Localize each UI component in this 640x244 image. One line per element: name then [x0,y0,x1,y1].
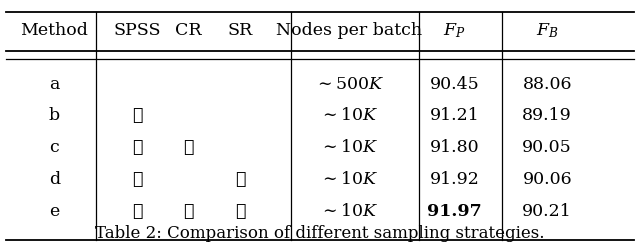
Text: $\sim 10K$: $\sim 10K$ [319,139,378,156]
Text: $F_P$: $F_P$ [443,21,466,40]
Text: 90.45: 90.45 [429,76,479,93]
Text: 91.80: 91.80 [429,139,479,156]
Text: $F_B$: $F_B$ [536,21,559,40]
Text: d: d [49,171,60,188]
Text: ✓: ✓ [132,171,143,188]
Text: $\sim 10K$: $\sim 10K$ [319,107,378,124]
Text: ✓: ✓ [132,203,143,220]
Text: ✓: ✓ [132,139,143,156]
Text: 88.06: 88.06 [522,76,572,93]
Text: ✓: ✓ [235,203,245,220]
Text: 90.05: 90.05 [522,139,572,156]
Text: ✓: ✓ [184,203,194,220]
Text: c: c [49,139,60,156]
Text: Table 2: Comparison of different sampling strategies.: Table 2: Comparison of different samplin… [95,224,545,242]
Text: Method: Method [20,22,88,39]
Text: 89.19: 89.19 [522,107,572,124]
Text: 90.21: 90.21 [522,203,572,220]
Text: ✓: ✓ [184,139,194,156]
Text: 91.21: 91.21 [429,107,479,124]
Text: SR: SR [227,22,253,39]
Text: 90.06: 90.06 [522,171,572,188]
Text: Nodes per batch: Nodes per batch [276,22,422,39]
Text: $\sim 500K$: $\sim 500K$ [314,76,384,93]
Text: SPSS: SPSS [114,22,161,39]
Text: CR: CR [175,22,202,39]
Text: 91.97: 91.97 [427,203,482,220]
Text: $\sim 10K$: $\sim 10K$ [319,203,378,220]
Text: 91.92: 91.92 [429,171,479,188]
Text: ✓: ✓ [132,107,143,124]
Text: $\sim 10K$: $\sim 10K$ [319,171,378,188]
Text: e: e [49,203,60,220]
Text: a: a [49,76,60,93]
Text: b: b [49,107,60,124]
Text: ✓: ✓ [235,171,245,188]
